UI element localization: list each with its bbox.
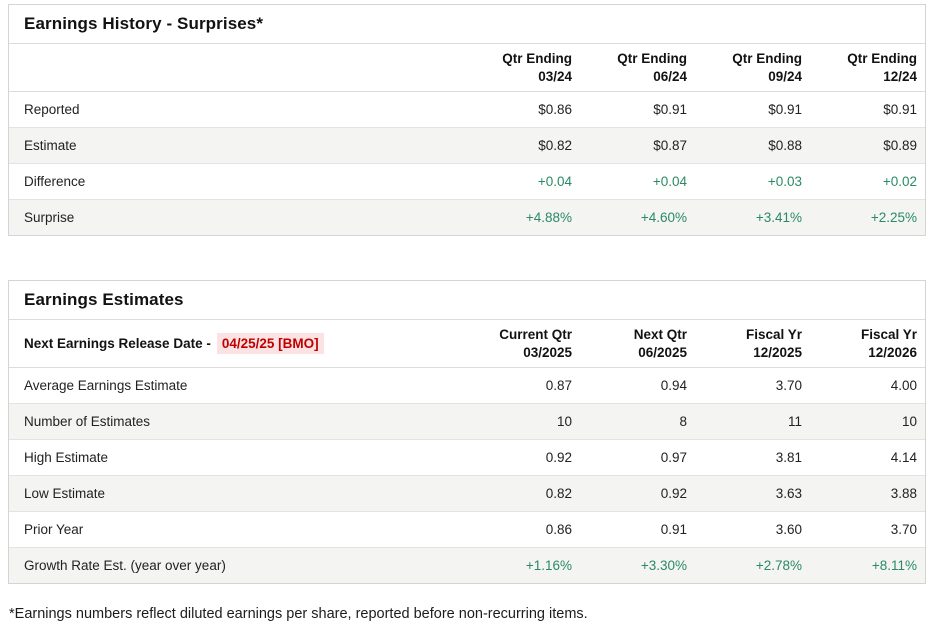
cell-value: 4.00 — [810, 367, 925, 405]
next-earnings-release: Next Earnings Release Date - 04/25/25 [BM… — [9, 319, 465, 369]
column-header-fiscal-yr-2026: Fiscal Yr 12/2026 — [810, 319, 925, 369]
cell-value: 3.88 — [810, 475, 925, 513]
cell-value: 0.94 — [580, 367, 695, 405]
table-row-average-earnings-estimate: Average Earnings Estimate 0.87 0.94 3.70… — [9, 367, 925, 405]
cell-value: $0.91 — [580, 91, 695, 129]
cell-value: 3.60 — [695, 511, 810, 549]
table-row-reported: Reported $0.86 $0.91 $0.91 $0.91 — [9, 91, 925, 129]
cell-value: 0.97 — [580, 439, 695, 477]
release-date-badge: 04/25/25 [BMO] — [216, 332, 324, 355]
cell-value: $0.87 — [580, 127, 695, 165]
table-row-prior-year: Prior Year 0.86 0.91 3.60 3.70 — [9, 511, 925, 549]
earnings-estimates-header-row: Next Earnings Release Date - 04/25/25 [BM… — [9, 319, 925, 369]
cell-value: +4.88% — [525, 210, 572, 226]
release-date-label: Next Earnings Release Date - — [24, 335, 211, 351]
table-row-surprise: Surprise +4.88% +4.60% +3.41% +2.25% — [9, 199, 925, 236]
earnings-history-title: Earnings History - Surprises* — [24, 14, 264, 33]
cell-value: +3.30% — [640, 558, 687, 574]
cell-value: $0.91 — [695, 91, 810, 129]
column-header-fiscal-yr-2025: Fiscal Yr 12/2025 — [695, 319, 810, 369]
column-header-next-qtr: Next Qtr 06/2025 — [580, 319, 695, 369]
cell-value: 8 — [580, 403, 695, 441]
row-label: Difference — [9, 163, 465, 201]
cell-value: 0.82 — [465, 475, 580, 513]
row-label: Low Estimate — [9, 475, 465, 513]
cell-value: 10 — [465, 403, 580, 441]
column-header-qtr-0624: Qtr Ending 06/24 — [580, 42, 695, 93]
earnings-estimates-table: Next Earnings Release Date - 04/25/25 [BM… — [9, 319, 925, 584]
cell-value: 0.92 — [580, 475, 695, 513]
cell-value: 4.14 — [810, 439, 925, 477]
table-row-number-of-estimates: Number of Estimates 10 8 11 10 — [9, 403, 925, 441]
cell-value: 0.86 — [465, 511, 580, 549]
column-header-current-qtr: Current Qtr 03/2025 — [465, 319, 580, 369]
cell-value: +1.16% — [525, 558, 572, 574]
table-row-growth-rate-est: Growth Rate Est. (year over year) +1.16%… — [9, 547, 925, 584]
table-row-estimate: Estimate $0.82 $0.87 $0.88 $0.89 — [9, 127, 925, 165]
cell-value: $0.86 — [465, 91, 580, 129]
cell-value: +2.78% — [755, 558, 802, 574]
cell-value: +2.25% — [870, 210, 917, 226]
earnings-footnote: *Earnings numbers reflect diluted earnin… — [9, 606, 588, 622]
cell-value: +4.60% — [640, 210, 687, 226]
row-label: Prior Year — [9, 511, 465, 549]
cell-value: +0.02 — [810, 163, 925, 201]
earnings-estimates-title: Earnings Estimates — [24, 290, 184, 310]
row-label: Reported — [9, 91, 465, 129]
earnings-estimates-panel: Earnings Estimates Next Earnings Release… — [8, 280, 926, 585]
cell-value: +0.03 — [695, 163, 810, 201]
cell-value: +0.04 — [580, 163, 695, 201]
cell-value: $0.88 — [695, 127, 810, 165]
cell-value: +3.41% — [755, 210, 802, 226]
column-header-qtr-0924: Qtr Ending 09/24 — [695, 42, 810, 93]
cell-value: 10 — [810, 403, 925, 441]
cell-value: 3.63 — [695, 475, 810, 513]
row-label: Average Earnings Estimate — [9, 367, 465, 405]
earnings-history-surprises-panel: Earnings History - Surprises* Qtr Ending… — [8, 4, 926, 237]
row-label: Growth Rate Est. (year over year) — [24, 558, 226, 574]
table-row-high-estimate: High Estimate 0.92 0.97 3.81 4.14 — [9, 439, 925, 477]
cell-value: 3.70 — [695, 367, 810, 405]
row-label: Number of Estimates — [9, 403, 465, 441]
column-header-qtr-0324: Qtr Ending 03/24 — [465, 42, 580, 93]
cell-value: 0.87 — [465, 367, 580, 405]
table-row-low-estimate: Low Estimate 0.82 0.92 3.63 3.88 — [9, 475, 925, 513]
earnings-history-header-row: Qtr Ending 03/24 Qtr Ending 06/24 Qtr En… — [9, 42, 925, 93]
table-row-difference: Difference +0.04 +0.04 +0.03 +0.02 — [9, 163, 925, 201]
header-spacer — [9, 42, 465, 93]
cell-value: $0.89 — [810, 127, 925, 165]
cell-value: 3.81 — [695, 439, 810, 477]
cell-value: 3.70 — [810, 511, 925, 549]
cell-value: 0.92 — [465, 439, 580, 477]
cell-value: +0.04 — [465, 163, 580, 201]
cell-value: $0.82 — [465, 127, 580, 165]
earnings-history-table: Qtr Ending 03/24 Qtr Ending 06/24 Qtr En… — [9, 42, 925, 236]
column-header-qtr-1224: Qtr Ending 12/24 — [810, 42, 925, 93]
cell-value: +8.11% — [871, 558, 917, 574]
row-label: Estimate — [9, 127, 465, 165]
row-label: High Estimate — [9, 439, 465, 477]
cell-value: 0.91 — [580, 511, 695, 549]
cell-value: $0.91 — [810, 91, 925, 129]
row-label: Surprise — [24, 210, 75, 226]
cell-value: 11 — [695, 403, 810, 441]
